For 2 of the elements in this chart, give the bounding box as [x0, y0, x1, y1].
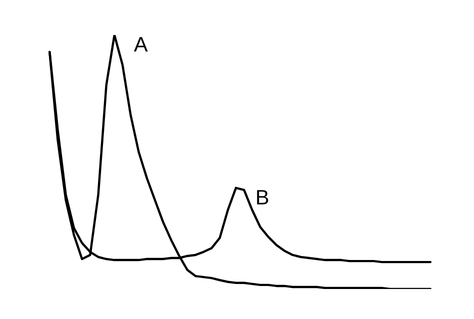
series-label: B — [257, 190, 268, 204]
series-label: A — [134, 37, 148, 52]
